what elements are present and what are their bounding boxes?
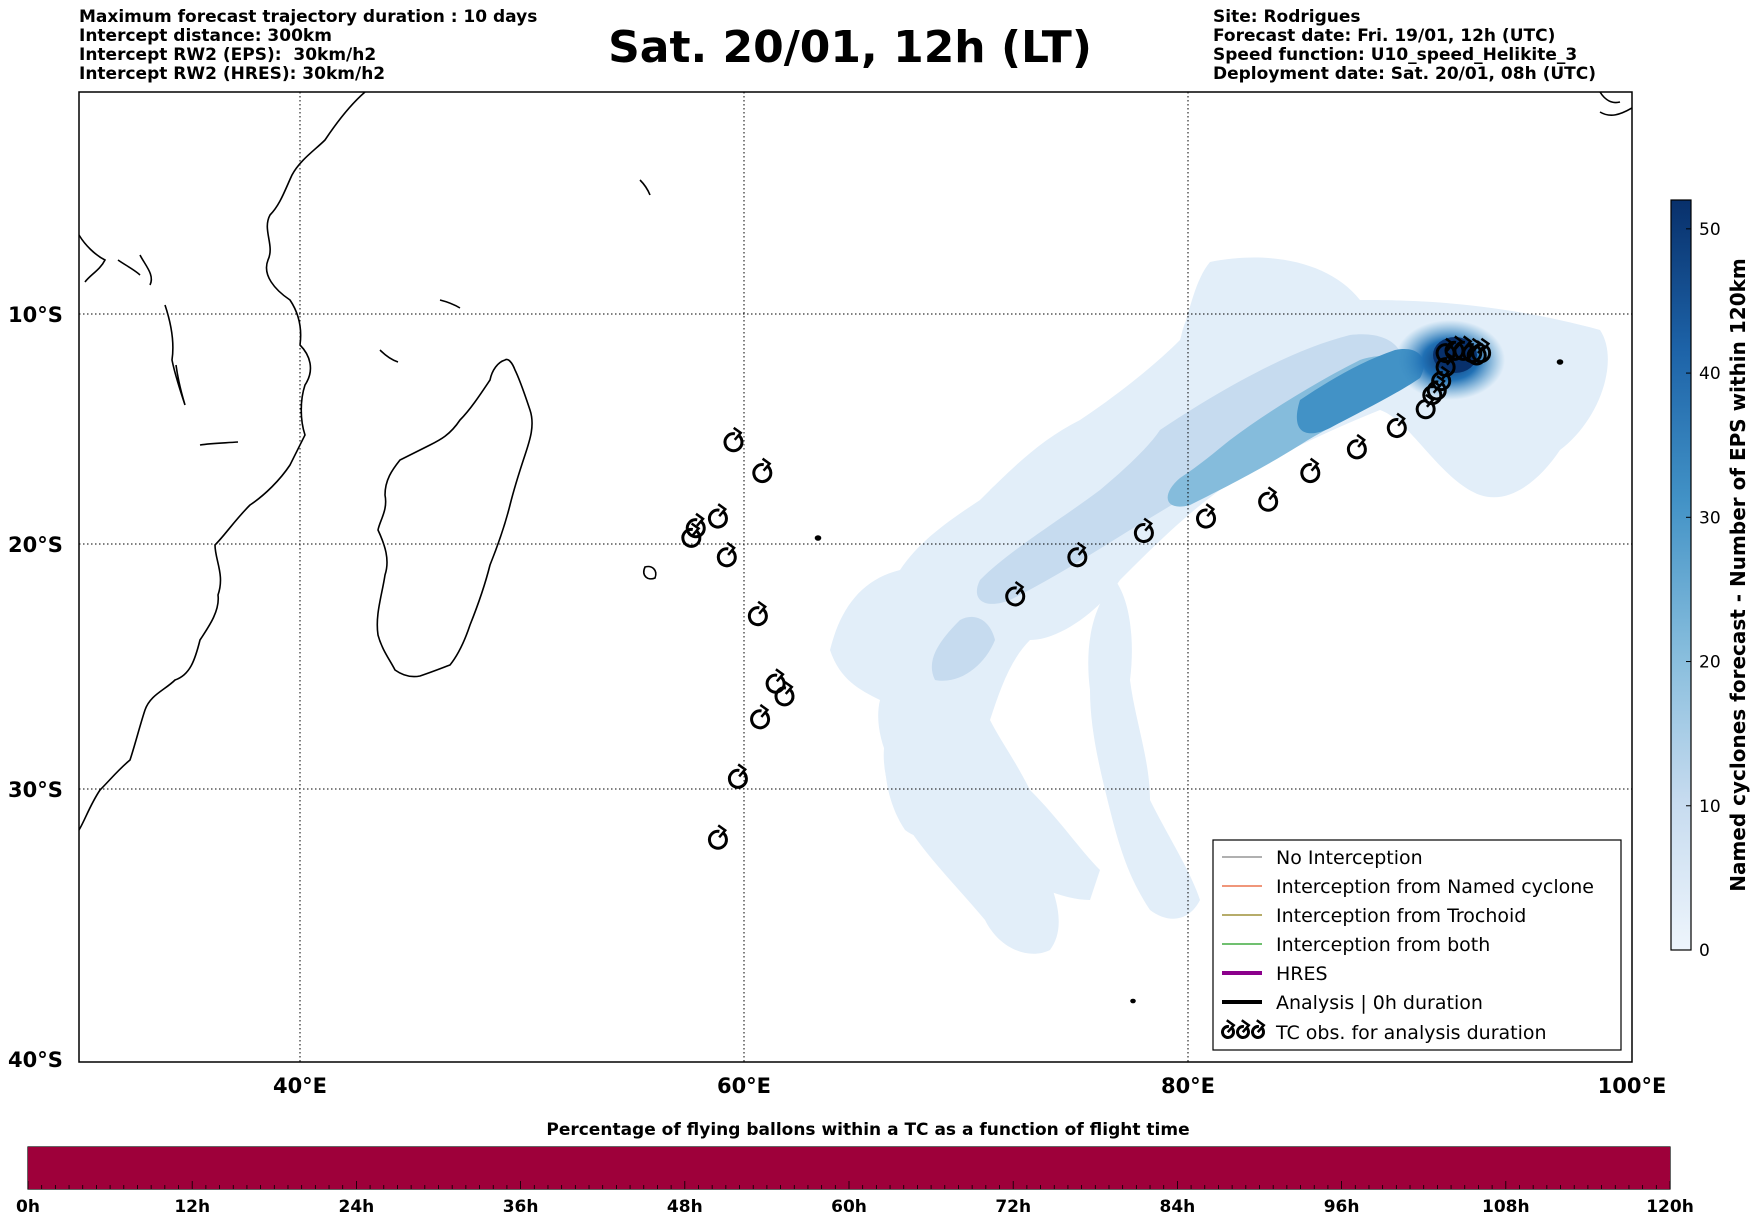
eps-colorbar-tick-label: 50 bbox=[1699, 220, 1721, 240]
madagascar-coast bbox=[376, 358, 533, 678]
lat-label-20s: 20°S bbox=[8, 533, 63, 557]
eps-colorbar-tick-label: 40 bbox=[1699, 364, 1721, 384]
tc-obs-marker bbox=[1386, 412, 1407, 439]
legend: No Interception Interception from Named … bbox=[1212, 839, 1622, 1051]
tc-obs-marker bbox=[747, 600, 768, 627]
flight-time-bar-tick-label: 24h bbox=[339, 1197, 375, 1217]
flight-time-bar-tick-label: 72h bbox=[995, 1197, 1031, 1217]
flight-time-bar-tick-label: 0h bbox=[16, 1197, 40, 1217]
flight-time-bar-tick-label: 48h bbox=[667, 1197, 703, 1217]
tc-obs-marker bbox=[1346, 433, 1367, 460]
tc-obs-marker bbox=[707, 824, 728, 850]
header-intercept-distance: Intercept distance: 300km bbox=[79, 26, 332, 46]
flight-time-bar-tick-label: 108h bbox=[1482, 1197, 1530, 1217]
lat-label-40s: 40°S bbox=[8, 1048, 63, 1072]
header-intercept-eps: Intercept RW2 (EPS): 30km/h2 bbox=[79, 45, 377, 65]
flight-time-bar-tick-label: 12h bbox=[174, 1197, 210, 1217]
legend-label-tc-obs: TC obs. for analysis duration bbox=[1275, 1022, 1547, 1044]
legend-label-no-interception: No Interception bbox=[1276, 847, 1423, 869]
tc-observations bbox=[681, 335, 1492, 850]
legend-label-named-cyclone: Interception from Named cyclone bbox=[1276, 876, 1594, 898]
graticule bbox=[79, 92, 1632, 1062]
lon-label-60e: 60°E bbox=[717, 1074, 771, 1098]
flight-time-bar-tick-label: 36h bbox=[503, 1197, 539, 1217]
flight-time-bar-title: Percentage of flying ballons within a TC… bbox=[546, 1120, 1189, 1140]
lat-axis-labels: 10°S 20°S 30°S 40°S bbox=[8, 303, 63, 1072]
legend-label-both: Interception from both bbox=[1276, 934, 1490, 956]
flight-time-bar-tick-label: 120h bbox=[1646, 1197, 1694, 1217]
map-title: Sat. 20/01, 12h (LT) bbox=[608, 22, 1092, 73]
tc-obs-marker bbox=[723, 426, 744, 453]
legend-tc-symbol bbox=[1236, 1019, 1251, 1039]
lon-label-40e: 40°E bbox=[273, 1074, 327, 1098]
header-intercept-hres: Intercept RW2 (HRES): 30km/h2 bbox=[79, 64, 386, 84]
africa-coast bbox=[79, 92, 366, 831]
eps-colorbar-tick-label: 30 bbox=[1699, 508, 1721, 528]
tc-obs-marker bbox=[1258, 486, 1279, 512]
tc-obs-marker bbox=[1005, 581, 1026, 607]
eps-colorbar-gradient bbox=[1670, 199, 1692, 951]
tc-obs-marker bbox=[774, 680, 795, 707]
coastlines bbox=[79, 92, 1632, 1004]
legend-tc-symbol bbox=[1251, 1019, 1266, 1039]
tc-obs-marker bbox=[727, 763, 748, 789]
eps-density-field bbox=[830, 257, 1608, 954]
legend-label-analysis: Analysis | 0h duration bbox=[1276, 992, 1483, 1014]
eps-colorbar-tick-label: 10 bbox=[1699, 797, 1721, 817]
tc-obs-marker bbox=[750, 703, 771, 730]
flight-time-bar-tick-label: 96h bbox=[1324, 1197, 1360, 1217]
lat-label-10s: 10°S bbox=[8, 303, 63, 327]
eps-colorbar: 0 10 20 30 40 50 Named cyclones forecast - Nu… bbox=[1670, 199, 1750, 961]
lat-label-30s: 30°S bbox=[8, 778, 63, 802]
map-frame bbox=[78, 91, 1633, 1063]
header-speed-function: Speed function: U10_speed_Helikite_3 bbox=[1213, 45, 1578, 65]
eps-colorbar-tick-label: 0 bbox=[1699, 941, 1710, 961]
eps-colorbar-tick-label: 20 bbox=[1699, 653, 1721, 673]
header-forecast-date: Forecast date: Fri. 19/01, 12h (UTC) bbox=[1213, 26, 1556, 46]
flight-time-bar-tick-labels: 0h 12h 24h 36h 48h 60h 72h 84h 96h 108h 120h bbox=[16, 1197, 1694, 1217]
flight-time-bar-minor-ticks bbox=[27, 1181, 1671, 1189]
lon-axis-labels: 40°E 60°E 80°E 100°E bbox=[273, 1074, 1666, 1098]
legend-tc-symbol bbox=[1221, 1019, 1236, 1039]
lon-label-80e: 80°E bbox=[1161, 1074, 1215, 1098]
flight-time-bar-tick-label: 60h bbox=[831, 1197, 867, 1217]
legend-label-hres: HRES bbox=[1276, 963, 1328, 985]
tc-obs-marker bbox=[1196, 503, 1216, 529]
tc-obs-marker bbox=[1133, 517, 1154, 543]
header-deployment-date: Deployment date: Sat. 20/01, 08h (UTC) bbox=[1213, 64, 1597, 84]
tc-obs-marker bbox=[765, 668, 786, 694]
legend-tc-symbols bbox=[1221, 1019, 1266, 1039]
tc-obs-marker bbox=[752, 457, 773, 484]
legend-box bbox=[1212, 839, 1622, 1051]
tc-obs-marker bbox=[1067, 541, 1088, 568]
tc-obs-marker bbox=[681, 522, 702, 548]
lon-label-100e: 100°E bbox=[1598, 1074, 1667, 1098]
tc-obs-marker bbox=[1466, 340, 1487, 366]
tc-obs-marker bbox=[1300, 457, 1321, 484]
legend-label-trochoid: Interception from Trochoid bbox=[1276, 905, 1526, 927]
flight-time-bar-tick-label: 84h bbox=[1160, 1197, 1196, 1217]
tc-obs-marker bbox=[685, 512, 706, 539]
eps-colorbar-label: Named cyclones forecast - Number of EPS … bbox=[1726, 258, 1750, 892]
header-max-duration: Maximum forecast trajectory duration : 1… bbox=[79, 7, 538, 27]
flight-time-bar: Percentage of flying ballons within a TC… bbox=[16, 1120, 1694, 1217]
eps-colorbar-ticks: 0 10 20 30 40 50 bbox=[1686, 220, 1721, 961]
tc-obs-marker bbox=[707, 503, 728, 529]
tc-obs-marker bbox=[716, 541, 737, 568]
header-site: Site: Rodrigues bbox=[1213, 7, 1361, 27]
tc-obs-marker bbox=[1471, 337, 1492, 364]
